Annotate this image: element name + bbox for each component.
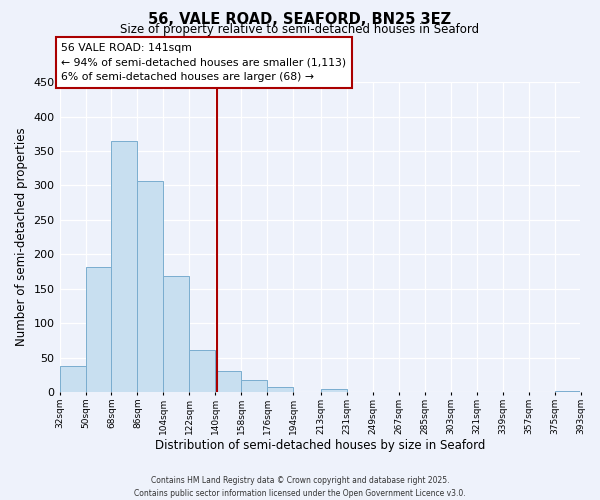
Bar	[59, 366, 86, 392]
Bar	[321, 388, 347, 392]
Bar	[268, 387, 293, 392]
Text: Size of property relative to semi-detached houses in Seaford: Size of property relative to semi-detach…	[121, 22, 479, 36]
Bar	[190, 350, 215, 392]
Bar	[86, 266, 112, 392]
Bar	[163, 276, 190, 392]
Bar	[137, 180, 163, 392]
Bar	[554, 390, 580, 392]
Text: Contains HM Land Registry data © Crown copyright and database right 2025.
Contai: Contains HM Land Registry data © Crown c…	[134, 476, 466, 498]
Bar	[241, 380, 268, 392]
Y-axis label: Number of semi-detached properties: Number of semi-detached properties	[15, 128, 28, 346]
X-axis label: Distribution of semi-detached houses by size in Seaford: Distribution of semi-detached houses by …	[155, 440, 485, 452]
Bar	[112, 140, 137, 392]
Text: 56, VALE ROAD, SEAFORD, BN25 3EZ: 56, VALE ROAD, SEAFORD, BN25 3EZ	[148, 12, 452, 28]
Bar	[215, 370, 241, 392]
Text: 56 VALE ROAD: 141sqm
← 94% of semi-detached houses are smaller (1,113)
6% of sem: 56 VALE ROAD: 141sqm ← 94% of semi-detac…	[61, 42, 346, 82]
